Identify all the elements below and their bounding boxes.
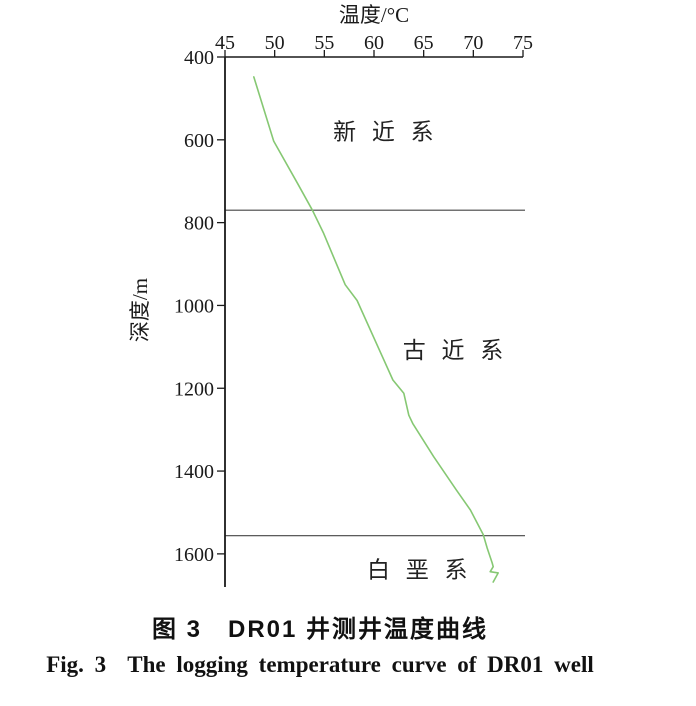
x-tick-label: 55 [314,32,334,54]
y-tick-label: 600 [184,130,214,152]
y-tick-label: 800 [184,213,214,235]
stratum-label-1: 新 近 系 [333,120,439,145]
temperature-depth-chart: 45 50 55 60 65 70 75 400 600 800 1000 1200 1400 1600 温… [128,3,533,587]
figure-caption-en: Fig. 3 The logging temperature curve of … [46,652,594,677]
y-tick-label: 1200 [174,378,214,400]
figure-caption-zh: 图 3 DR01 井测井温度曲线 [151,616,489,643]
y-tick-label: 1600 [174,544,214,566]
stratum-label-3: 白 垩 系 [367,558,473,583]
x-tick-label: 50 [265,32,285,54]
x-tick-label: 75 [513,32,533,54]
y-tick-label: 1000 [174,295,214,317]
y-tick-label: 400 [184,47,214,69]
y-axis-title: 深度/m [128,278,152,342]
y-tick-label: 1400 [174,461,214,483]
x-tick-label: 60 [364,32,384,54]
stratum-label-2: 古 近 系 [403,338,509,363]
temperature-curve [253,76,500,583]
x-tick-label: 70 [463,32,483,54]
x-tick-label: 65 [414,32,434,54]
x-axis-title: 温度/°C [339,3,409,27]
x-tick-label: 45 [215,32,235,54]
